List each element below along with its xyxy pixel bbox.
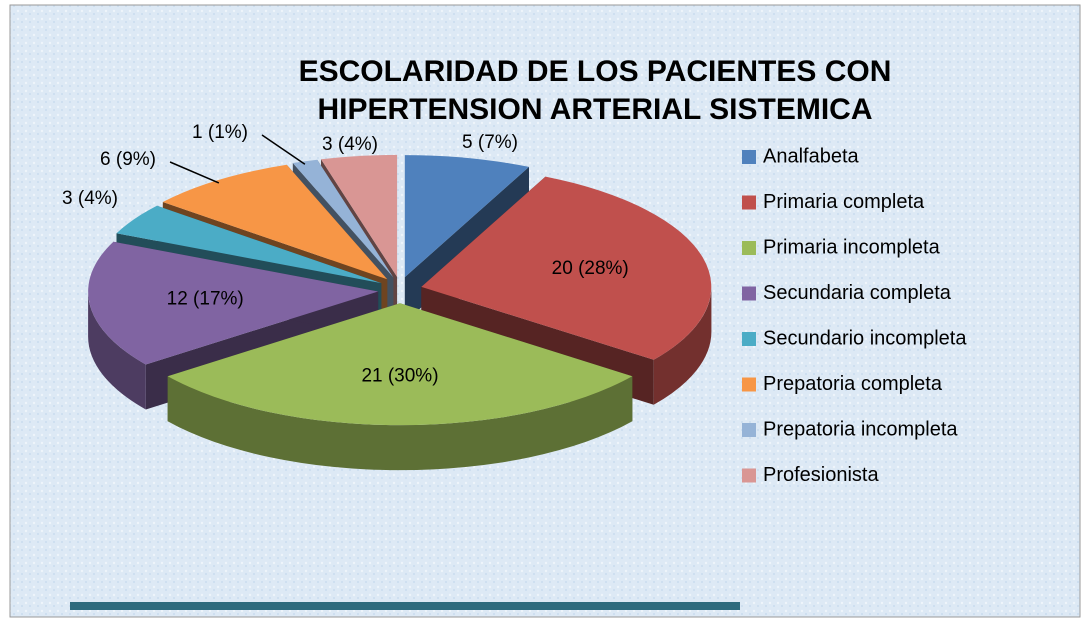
legend-swatch [742, 378, 756, 392]
legend-swatch [742, 196, 756, 210]
legend-label: Secundaria completa [763, 282, 952, 304]
legend-label: Secundario incompleta [763, 327, 967, 349]
data-label: 1 (1%) [192, 122, 248, 143]
data-label: 5 (7%) [462, 132, 518, 153]
legend-swatch [742, 241, 756, 255]
legend-swatch [742, 423, 756, 437]
data-label: 21 (30%) [361, 365, 438, 386]
legend-label: Prepatoria completa [763, 373, 943, 395]
chart-title: HIPERTENSION ARTERIAL SISTEMICA [317, 93, 872, 126]
data-label: 3 (4%) [322, 134, 378, 155]
legend-swatch [742, 287, 756, 301]
legend-swatch [742, 150, 756, 164]
data-label: 12 (17%) [167, 289, 244, 310]
legend-swatch [742, 332, 756, 346]
legend-label: Prepatoria incompleta [763, 418, 958, 440]
data-label: 20 (28%) [552, 258, 629, 279]
data-label: 3 (4%) [62, 188, 118, 209]
data-label: 6 (9%) [100, 149, 156, 170]
legend-label: Primaria completa [763, 191, 925, 213]
legend-swatch [742, 469, 756, 483]
legend-label: Primaria incompleta [763, 236, 941, 258]
decor-bar [70, 602, 740, 610]
legend-label: Profesionista [763, 464, 879, 486]
legend-label: Analfabeta [763, 145, 860, 167]
chart-title: ESCOLARIDAD DE LOS PACIENTES CON [299, 55, 892, 88]
